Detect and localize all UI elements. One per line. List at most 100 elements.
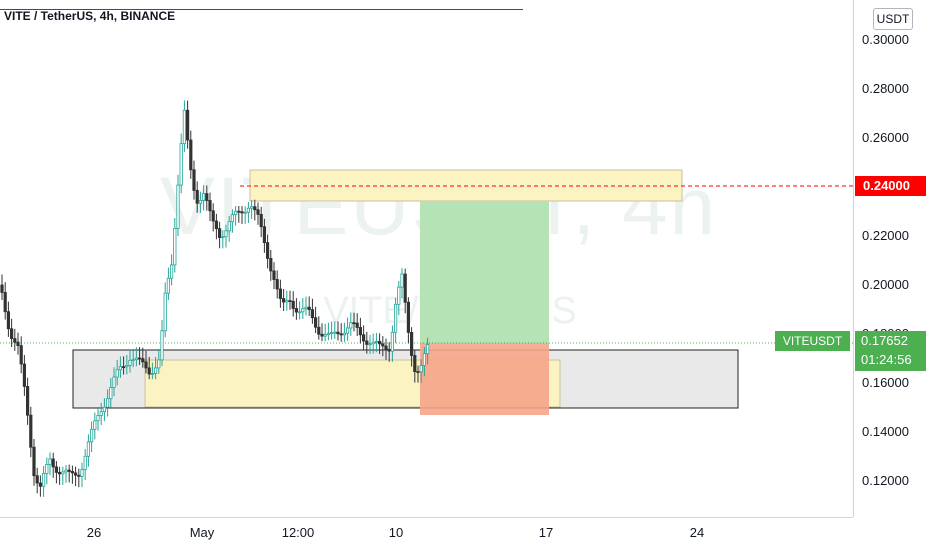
symbol-title[interactable]: VITE / TetherUS, 4h, BINANCE: [4, 9, 176, 23]
candle-body: [0, 284, 4, 293]
candle-body: [208, 200, 212, 212]
candle-body: [192, 169, 196, 191]
candle-body: [297, 311, 302, 314]
candle-body: [128, 359, 132, 366]
candle-body: [90, 428, 94, 443]
symbol-price-tag: VITEUSDT: [775, 331, 850, 351]
candle-body: [307, 306, 311, 310]
candle-body: [387, 348, 391, 352]
candle-body: [285, 300, 289, 303]
candle-body: [179, 143, 183, 186]
candle-body: [74, 472, 78, 476]
candle-body: [256, 209, 260, 215]
candle-body: [22, 363, 27, 387]
price-tick: 0.26000: [862, 130, 909, 145]
candle-body: [182, 109, 186, 145]
candle-body: [313, 317, 318, 328]
candle-body: [83, 455, 87, 470]
candle-body: [29, 414, 33, 448]
candle-body: [147, 367, 151, 375]
candle-body: [329, 332, 334, 335]
candle-body: [93, 420, 97, 430]
price-tick: 0.20000: [862, 277, 909, 292]
price-chart[interactable]: [0, 0, 853, 517]
candle-body: [259, 213, 263, 228]
candle-body: [51, 458, 55, 468]
target-price-label: 0.24000: [855, 176, 926, 196]
candle-body: [185, 109, 190, 141]
candle-body: [77, 474, 81, 477]
candle-body: [422, 353, 427, 366]
candle-body: [227, 221, 231, 232]
candle-body: [134, 357, 138, 361]
candle-body: [419, 365, 423, 373]
candle-body: [336, 331, 340, 335]
candle-body: [102, 406, 106, 413]
bar-countdown: 01:24:56: [861, 352, 912, 367]
candle-body: [166, 277, 170, 294]
candle-body: [176, 184, 180, 229]
candle-body: [61, 471, 65, 475]
candle-body: [243, 211, 247, 214]
time-tick: 12:00: [281, 525, 315, 540]
price-tick: 0.16000: [862, 375, 909, 390]
candle-body: [217, 228, 222, 238]
candle-body: [157, 359, 161, 369]
candle-body: [198, 200, 202, 204]
candle-body: [304, 306, 308, 310]
candle-body: [390, 331, 395, 352]
time-axis[interactable]: [0, 517, 853, 551]
candle-body: [163, 292, 167, 332]
price-tick: 0.22000: [862, 228, 909, 243]
candle-body: [294, 308, 299, 313]
candle-body: [16, 341, 20, 347]
price-tick: 0.12000: [862, 473, 909, 488]
candle-body: [230, 214, 234, 223]
currency-button[interactable]: USDT: [873, 8, 913, 30]
candle-body: [25, 386, 30, 416]
time-tick: 26: [86, 525, 102, 540]
candle-body: [326, 333, 331, 336]
candle-body: [377, 340, 382, 345]
candle-body: [323, 334, 327, 337]
candle-body: [9, 328, 14, 339]
long-position-loss-area[interactable]: [420, 343, 549, 415]
time-tick: 17: [538, 525, 554, 540]
candle-body: [272, 270, 276, 280]
candle-body: [317, 326, 321, 335]
candle-body: [224, 230, 228, 238]
candle-body: [345, 327, 350, 334]
candle-body: [342, 332, 347, 336]
candle-body: [35, 475, 39, 484]
candle-body: [169, 264, 174, 279]
candle-body: [425, 344, 430, 355]
candle-body: [253, 206, 257, 211]
candle-body: [265, 242, 270, 259]
candle-body: [153, 367, 158, 374]
candle-body: [54, 466, 59, 473]
candle-body: [67, 469, 71, 472]
candle-body: [355, 322, 359, 328]
candle-body: [112, 376, 116, 388]
candle-body: [361, 334, 366, 342]
candle-body: [397, 286, 401, 305]
candle-body: [58, 471, 62, 475]
candle-body: [38, 482, 43, 487]
candle-body: [96, 415, 100, 422]
candle-body: [70, 471, 74, 474]
candle-body: [99, 411, 103, 416]
candle-body: [371, 341, 375, 345]
time-tick: May: [189, 525, 215, 540]
long-position-profit-area[interactable]: [420, 201, 549, 343]
candle-body: [233, 210, 238, 216]
candle-body: [416, 371, 420, 374]
candle-body: [400, 273, 404, 288]
chart-title-bar: [0, 0, 523, 10]
candle-body: [115, 369, 119, 378]
price-axis[interactable]: [853, 0, 932, 517]
candle-body: [281, 298, 286, 303]
candle-body: [122, 366, 126, 369]
candle-body: [291, 300, 295, 309]
price-tick: 0.14000: [862, 424, 909, 439]
candle-body: [19, 345, 23, 365]
